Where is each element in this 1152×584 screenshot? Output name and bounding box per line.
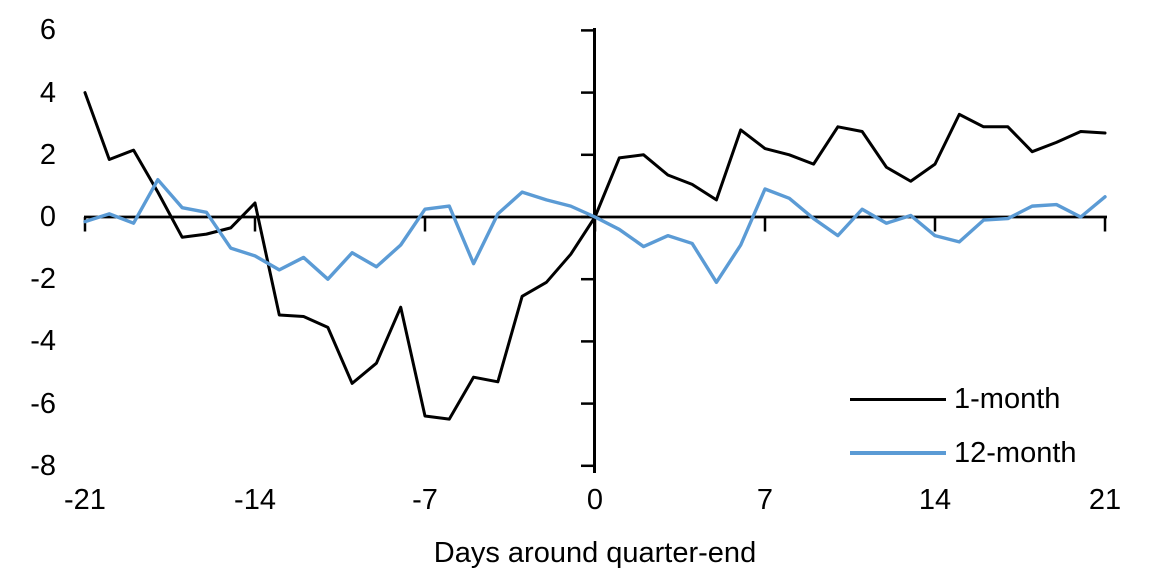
x-tick-label: 0 — [586, 484, 604, 516]
legend-label-12-month: 12-month — [954, 437, 1077, 469]
y-tick-label: -4 — [30, 325, 56, 358]
x-tick-label: -21 — [64, 484, 106, 516]
x-axis-title: Days around quarter-end — [433, 537, 757, 569]
y-tick-label: -2 — [30, 263, 56, 296]
x-tick-label: -14 — [234, 484, 276, 516]
legend-line-sample-blue — [850, 451, 946, 455]
legend-item-1-month: 1-month — [850, 383, 1077, 415]
y-tick-label: 4 — [39, 76, 56, 109]
series-line-12-month — [83, 177, 1107, 285]
legend: 1-month 12-month — [850, 383, 1077, 491]
legend-line-sample-black — [850, 397, 946, 401]
legend-label-1-month: 1-month — [954, 383, 1061, 415]
legend-item-12-month: 12-month — [850, 437, 1077, 469]
x-tick-label: 21 — [1088, 484, 1122, 516]
y-tick-label: -6 — [30, 387, 56, 420]
y-tick-label: 2 — [39, 138, 56, 171]
x-tick-label: 14 — [918, 484, 952, 516]
y-tick-label: 6 — [39, 14, 56, 47]
y-tick-label: 0 — [39, 201, 56, 233]
x-tick-label: -7 — [412, 484, 438, 516]
x-tick-label: 7 — [756, 484, 774, 516]
y-tick-label: -8 — [30, 449, 56, 482]
